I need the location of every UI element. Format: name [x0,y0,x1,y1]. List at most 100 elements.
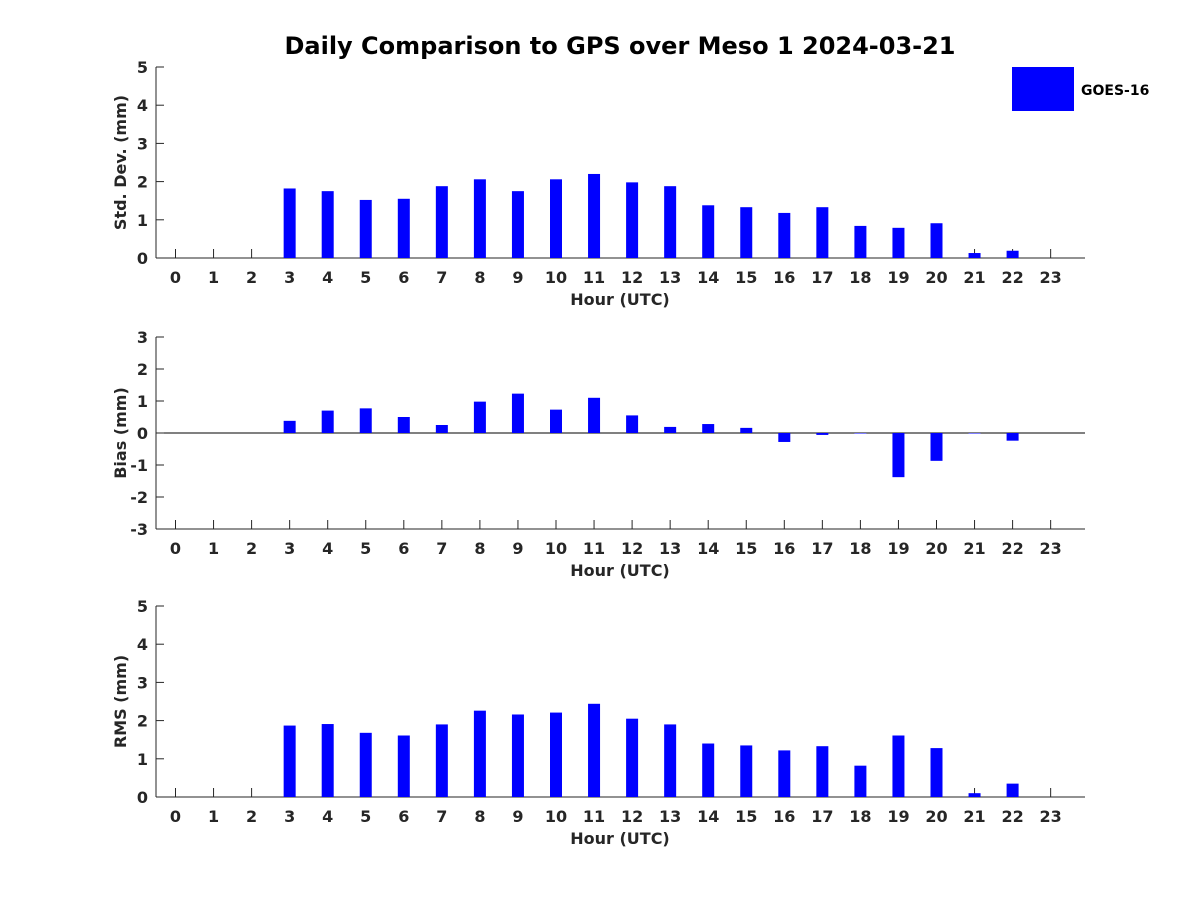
bar [626,415,639,433]
bar [588,173,601,258]
bar [854,433,867,434]
bar [816,746,829,797]
bar [359,408,372,433]
bar [1006,433,1019,441]
x-tick-label: 16 [773,268,795,287]
bar [511,191,524,258]
bar [435,186,448,258]
x-tick-label: 19 [887,807,909,826]
y-axis-label: RMS (mm) [111,655,130,748]
bar [359,199,372,258]
bar [702,205,715,258]
y-tick-label: 2 [137,712,148,731]
x-tick-label: 2 [246,539,257,558]
bar [930,748,943,797]
x-tick-label: 22 [1001,539,1023,558]
x-tick-label: 6 [398,807,409,826]
y-tick-label: 3 [137,134,148,153]
bar [321,410,334,433]
bar [626,182,639,258]
bar [283,188,296,258]
bar [359,732,372,797]
bar [550,712,562,797]
y-axis-label: Bias (mm) [111,387,130,479]
x-tick-label: 13 [659,807,681,826]
x-tick-label: 1 [208,807,219,826]
x-tick-label: 7 [436,268,447,287]
x-tick-label: 1 [208,268,219,287]
bar [664,186,677,258]
bar [435,724,448,797]
x-tick-label: 0 [170,268,181,287]
bar [892,735,905,797]
x-tick-label: 15 [735,268,757,287]
x-tick-label: 22 [1001,807,1023,826]
bar [588,703,601,797]
bar [930,433,943,461]
x-tick-label: 19 [887,539,909,558]
bar [588,397,601,433]
x-tick-label: 22 [1001,268,1023,287]
bar [1006,250,1019,258]
x-tick-label: 14 [697,807,719,826]
x-tick-label: 23 [1040,807,1062,826]
bar [321,191,334,258]
y-tick-label: 5 [137,597,148,616]
bar [321,724,334,797]
bar [550,409,562,433]
bar [473,401,486,433]
y-tick-label: 2 [137,173,148,192]
bar [968,433,981,434]
x-tick-label: 12 [621,807,643,826]
x-tick-label: 18 [849,268,871,287]
x-tick-label: 11 [583,539,605,558]
x-tick-label: 19 [887,268,909,287]
x-tick-label: 4 [322,268,333,287]
x-tick-label: 14 [697,268,719,287]
bar [778,212,791,258]
x-tick-label: 21 [963,807,985,826]
x-tick-label: 13 [659,539,681,558]
x-tick-label: 8 [474,807,485,826]
y-tick-label: 4 [137,635,148,654]
x-axis-label: Hour (UTC) [570,290,670,309]
bar [473,710,486,797]
bar [550,179,562,258]
bar [473,179,486,258]
y-tick-label: 1 [137,211,148,230]
x-tick-label: 5 [360,539,371,558]
bar [664,724,677,797]
y-tick-label: 3 [137,673,148,692]
x-tick-label: 20 [925,539,947,558]
x-tick-label: 7 [436,807,447,826]
bar [968,793,981,797]
x-tick-label: 2 [246,807,257,826]
y-tick-label: -1 [130,456,148,475]
y-tick-label: -3 [130,520,148,539]
bar [892,227,905,258]
bar [968,253,981,258]
x-tick-label: 10 [545,539,567,558]
x-tick-label: 18 [849,539,871,558]
y-axis-label: Std. Dev. (mm) [111,95,130,230]
x-tick-label: 5 [360,268,371,287]
y-tick-label: 1 [137,392,148,411]
x-tick-label: 11 [583,807,605,826]
x-tick-label: 20 [925,268,947,287]
x-tick-label: 3 [284,268,295,287]
x-tick-label: 21 [963,268,985,287]
bar [854,765,867,797]
bar [435,425,448,433]
x-tick-label: 21 [963,539,985,558]
y-tick-label: 1 [137,750,148,769]
x-tick-label: 23 [1040,539,1062,558]
x-tick-label: 9 [512,539,523,558]
y-tick-label: 0 [137,788,148,807]
bar [778,750,791,797]
x-tick-label: 1 [208,539,219,558]
legend-label: GOES-16 [1081,83,1149,99]
x-tick-label: 12 [621,539,643,558]
